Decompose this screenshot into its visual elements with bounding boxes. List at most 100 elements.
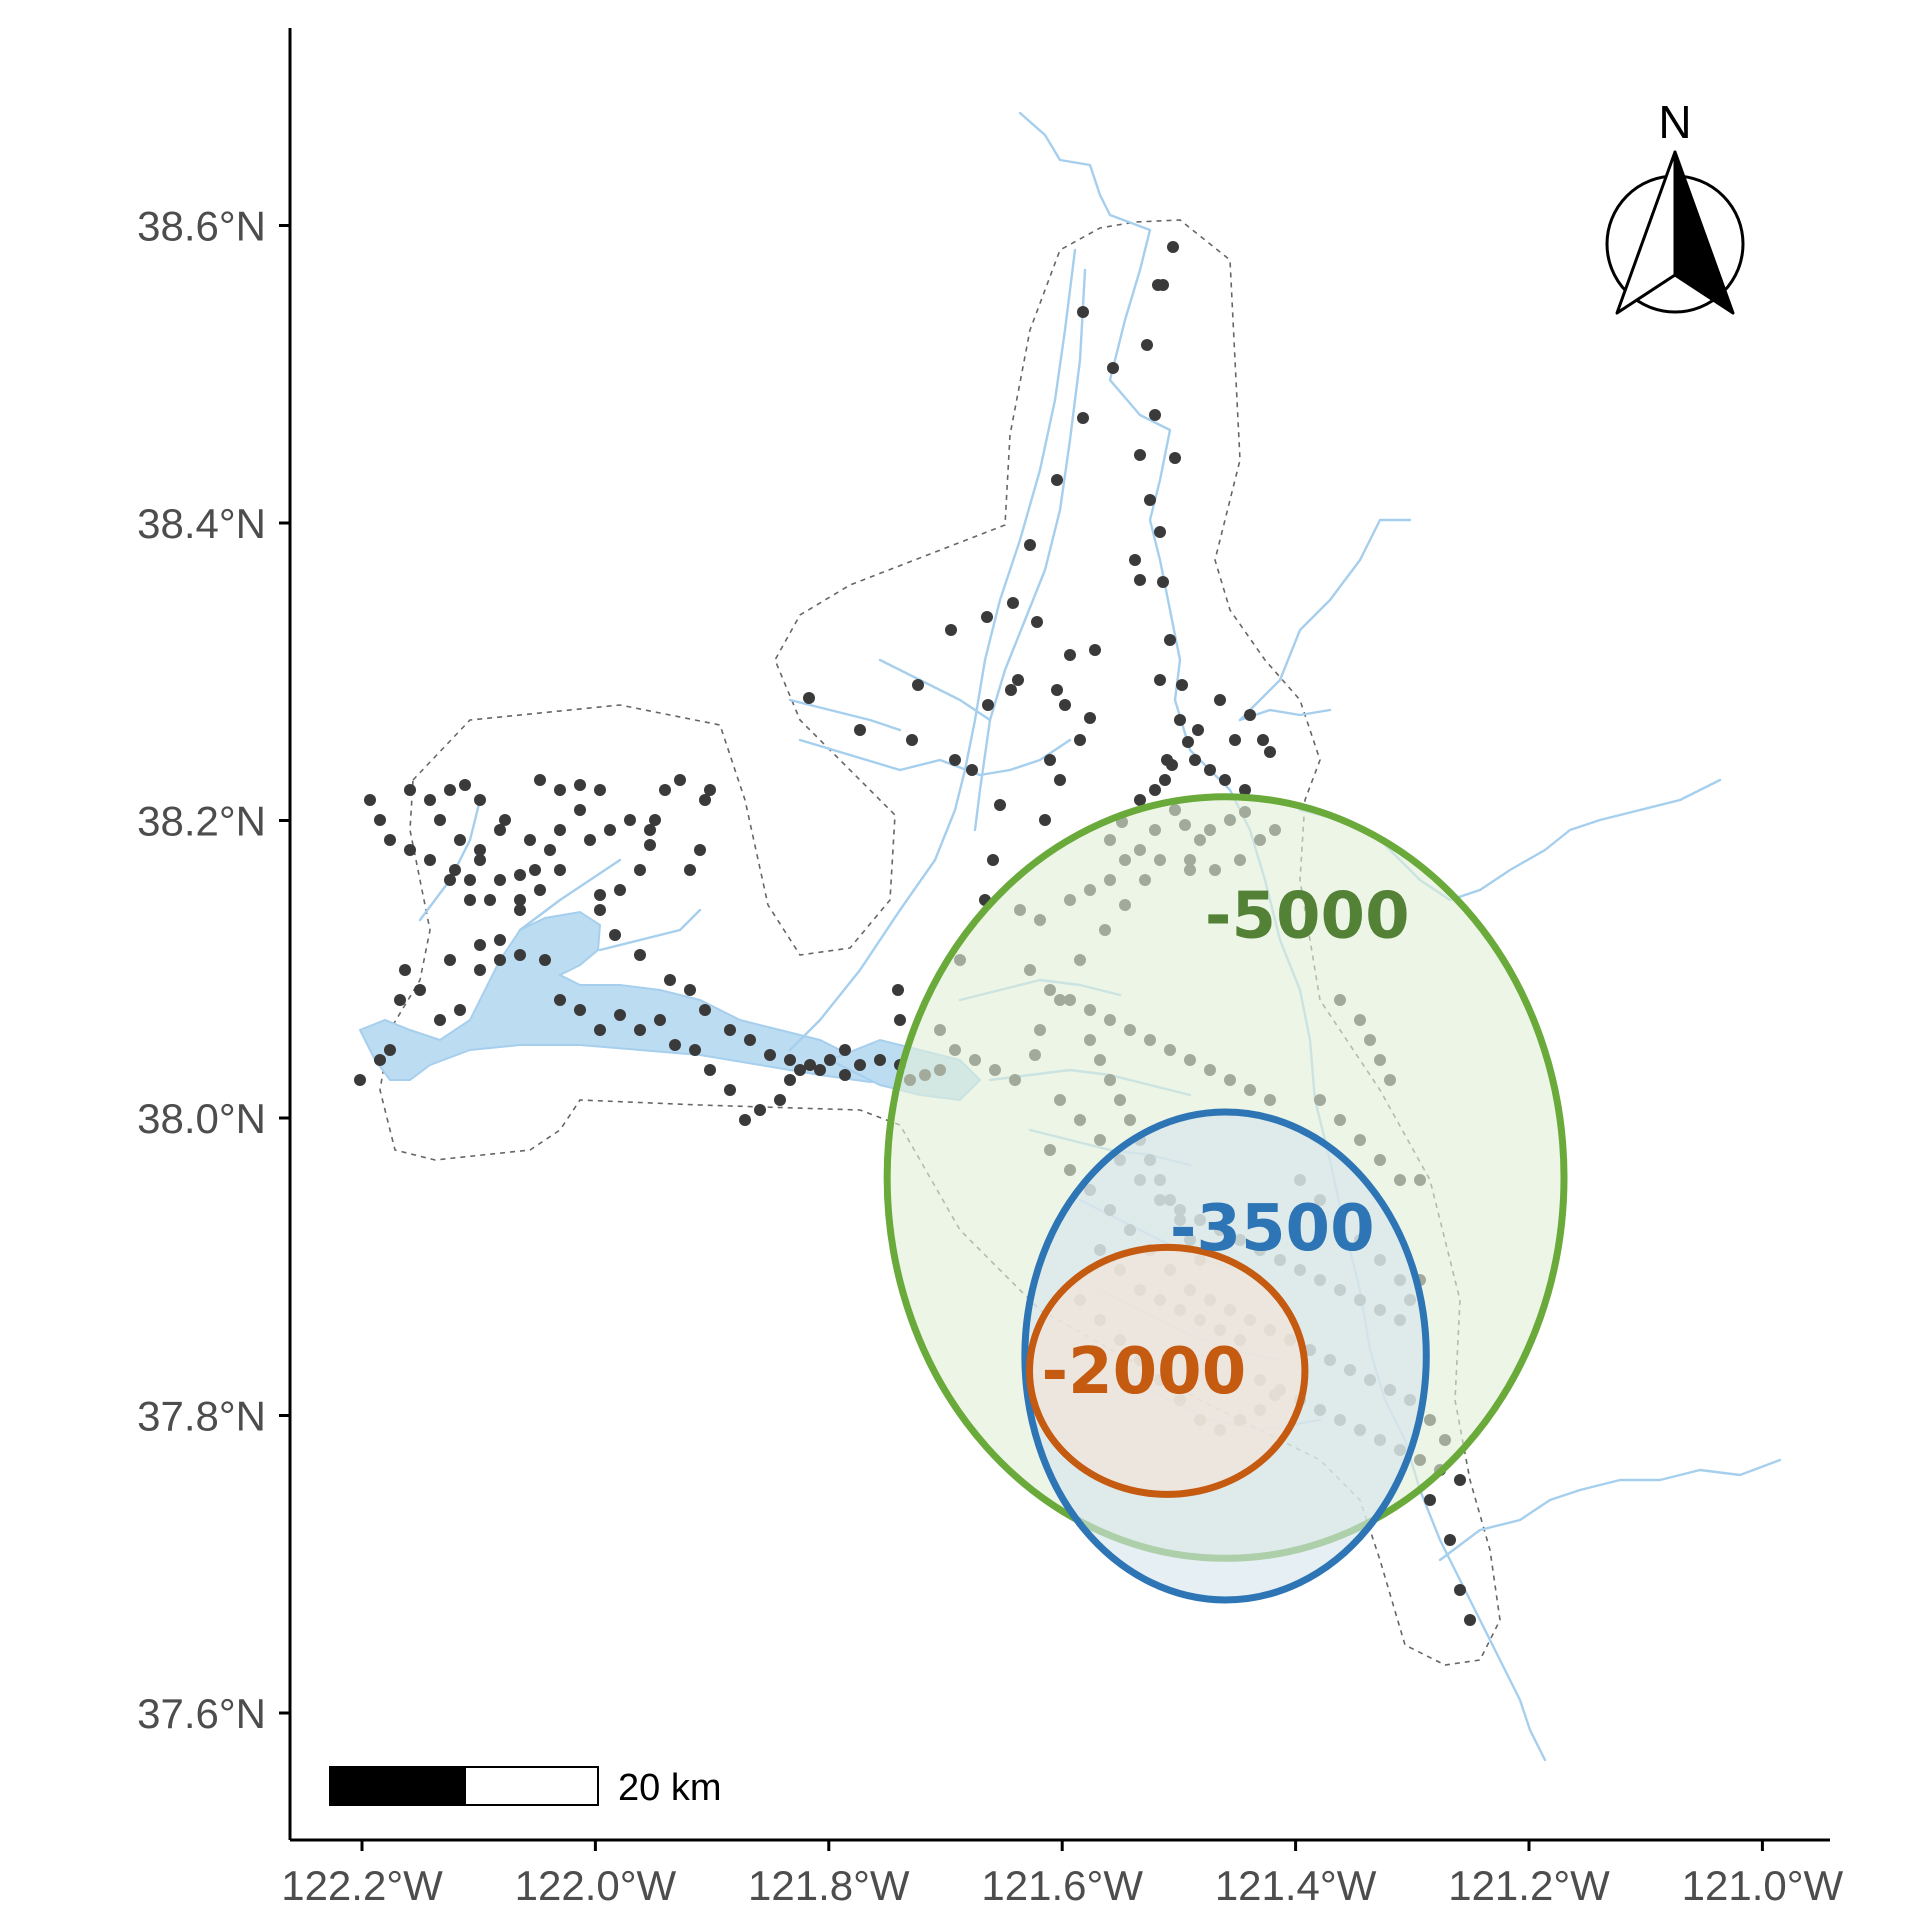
station-point xyxy=(594,904,606,916)
station-point xyxy=(724,1024,736,1036)
station-point xyxy=(424,854,436,866)
station-point xyxy=(854,724,866,736)
station-point xyxy=(1149,784,1161,796)
scale-bar-white-segment xyxy=(464,1766,599,1806)
x-tick-label: 122.2°W xyxy=(281,1862,443,1909)
station-point xyxy=(1182,736,1194,748)
station-point xyxy=(394,994,406,1006)
station-point xyxy=(634,1024,646,1036)
station-point xyxy=(404,784,416,796)
station-point xyxy=(1059,699,1071,711)
station-point xyxy=(794,1064,806,1076)
station-point xyxy=(464,874,476,886)
station-point xyxy=(669,1039,681,1051)
station-point xyxy=(704,1064,716,1076)
station-point xyxy=(814,1064,826,1076)
station-point xyxy=(1239,784,1251,796)
station-point xyxy=(1454,1584,1466,1596)
station-point xyxy=(1074,734,1086,746)
station-point xyxy=(892,984,904,996)
station-point xyxy=(554,994,566,1006)
station-point xyxy=(474,964,486,976)
station-point xyxy=(644,824,656,836)
y-tick-label: 38.4°N xyxy=(137,500,266,547)
station-point xyxy=(1044,754,1056,766)
station-point xyxy=(906,734,918,746)
station-point xyxy=(554,824,566,836)
station-point xyxy=(1424,1494,1436,1506)
y-tick-label: 38.6°N xyxy=(137,203,266,250)
suisun-slough-2 xyxy=(598,908,702,952)
water-bodies xyxy=(358,910,982,1102)
station-point xyxy=(1257,734,1269,746)
zone-label: -2000 xyxy=(1042,1335,1247,1409)
station-point xyxy=(1192,724,1204,736)
station-point xyxy=(499,814,511,826)
y-tick-label: 38.2°N xyxy=(137,798,266,845)
station-point xyxy=(1051,684,1063,696)
station-point xyxy=(454,834,466,846)
station-point xyxy=(1039,814,1051,826)
station-point xyxy=(1157,279,1169,291)
station-point xyxy=(1454,1474,1466,1486)
y-tick-label: 38.0°N xyxy=(137,1095,266,1142)
station-point xyxy=(434,1014,446,1026)
station-point xyxy=(514,949,526,961)
station-point xyxy=(634,864,646,876)
station-point xyxy=(554,864,566,876)
station-point xyxy=(574,1004,586,1016)
x-tick-label: 121.0°W xyxy=(1682,1862,1844,1909)
station-point xyxy=(1174,714,1186,726)
station-point xyxy=(374,1054,386,1066)
zones: -5000 -3500 -2000 xyxy=(883,793,1568,1604)
station-point xyxy=(444,874,456,886)
station-point xyxy=(1007,597,1019,609)
station-point xyxy=(529,864,541,876)
station-point xyxy=(1214,694,1226,706)
station-point xyxy=(1167,241,1179,253)
station-point xyxy=(364,794,376,806)
station-point xyxy=(474,854,486,866)
station-point xyxy=(434,814,446,826)
station-point xyxy=(982,699,994,711)
station-point xyxy=(634,949,646,961)
station-point xyxy=(614,1009,626,1021)
station-point xyxy=(1134,574,1146,586)
station-point xyxy=(524,834,536,846)
station-point xyxy=(1084,712,1096,724)
y-tick-label: 37.8°N xyxy=(137,1393,266,1440)
station-point xyxy=(754,1104,766,1116)
station-point xyxy=(1157,576,1169,588)
scale-bar-label: 20 km xyxy=(618,1767,721,1809)
station-point xyxy=(609,929,621,941)
station-point xyxy=(1164,634,1176,646)
suisun-slough-1 xyxy=(518,858,622,932)
zone-label: -5000 xyxy=(1205,880,1410,954)
station-point xyxy=(474,844,486,856)
station-point xyxy=(414,984,426,996)
station-point xyxy=(1051,474,1063,486)
station-point xyxy=(1229,734,1241,746)
station-point xyxy=(554,784,566,796)
station-point xyxy=(684,984,696,996)
station-point xyxy=(894,1014,906,1026)
station-point xyxy=(1189,754,1201,766)
station-point xyxy=(494,934,506,946)
north-arrow-right-half xyxy=(1673,150,1735,315)
station-point xyxy=(614,884,626,896)
station-point xyxy=(1161,754,1173,766)
station-point xyxy=(649,814,661,826)
station-point xyxy=(1444,1534,1456,1546)
north-arrow-left-half xyxy=(1615,150,1677,315)
station-point xyxy=(384,834,396,846)
station-point xyxy=(1054,774,1066,786)
yolo-bypass xyxy=(973,268,1087,832)
station-point xyxy=(1089,644,1101,656)
station-point xyxy=(399,964,411,976)
station-point xyxy=(494,824,506,836)
x-tick-label: 122.0°W xyxy=(515,1862,677,1909)
san-joaquin-river xyxy=(1438,1458,1782,1562)
station-point xyxy=(484,894,496,906)
cache-slough xyxy=(878,658,992,722)
station-point xyxy=(1244,709,1256,721)
